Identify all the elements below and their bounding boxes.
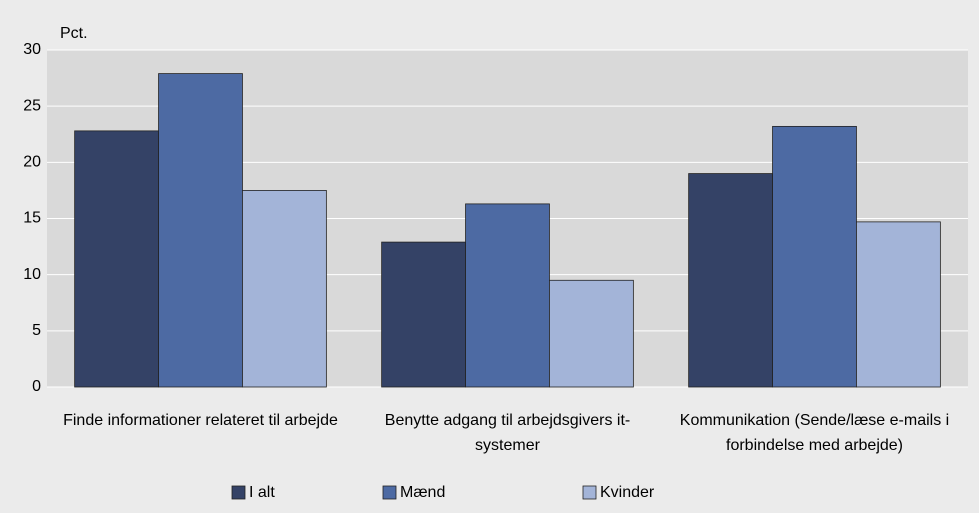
legend-label: Kvinder [600,484,655,501]
bar [74,130,159,388]
legend-label: I alt [249,484,275,501]
y-tick-label: 30 [23,41,41,58]
bar [158,73,243,388]
legend-swatch [582,485,597,500]
y-tick-label: 15 [23,210,41,227]
x-tick-label: Finde informationer relateret til arbejd… [63,412,338,429]
bar [856,221,941,388]
bar [688,173,773,388]
bar [465,203,550,388]
y-tick-label: 20 [23,154,41,171]
bar [242,190,327,388]
x-tick-label: Kommunikation (Sende/læse e-mails i forb… [679,412,950,454]
x-tick-label: Benytte adgang til arbejdsgivers it-syst… [384,412,631,454]
y-tick-label: 5 [32,322,41,339]
bar [549,279,634,388]
legend-swatch [382,485,397,500]
legend-swatch [231,485,246,500]
y-tick-label: 0 [32,378,41,395]
y-tick-label: 25 [23,97,41,114]
legend-label: Mænd [400,484,445,501]
bar [772,125,857,388]
y-tick-label: 10 [23,266,41,283]
y-axis-label: Pct. [60,25,88,42]
bar [381,241,466,388]
